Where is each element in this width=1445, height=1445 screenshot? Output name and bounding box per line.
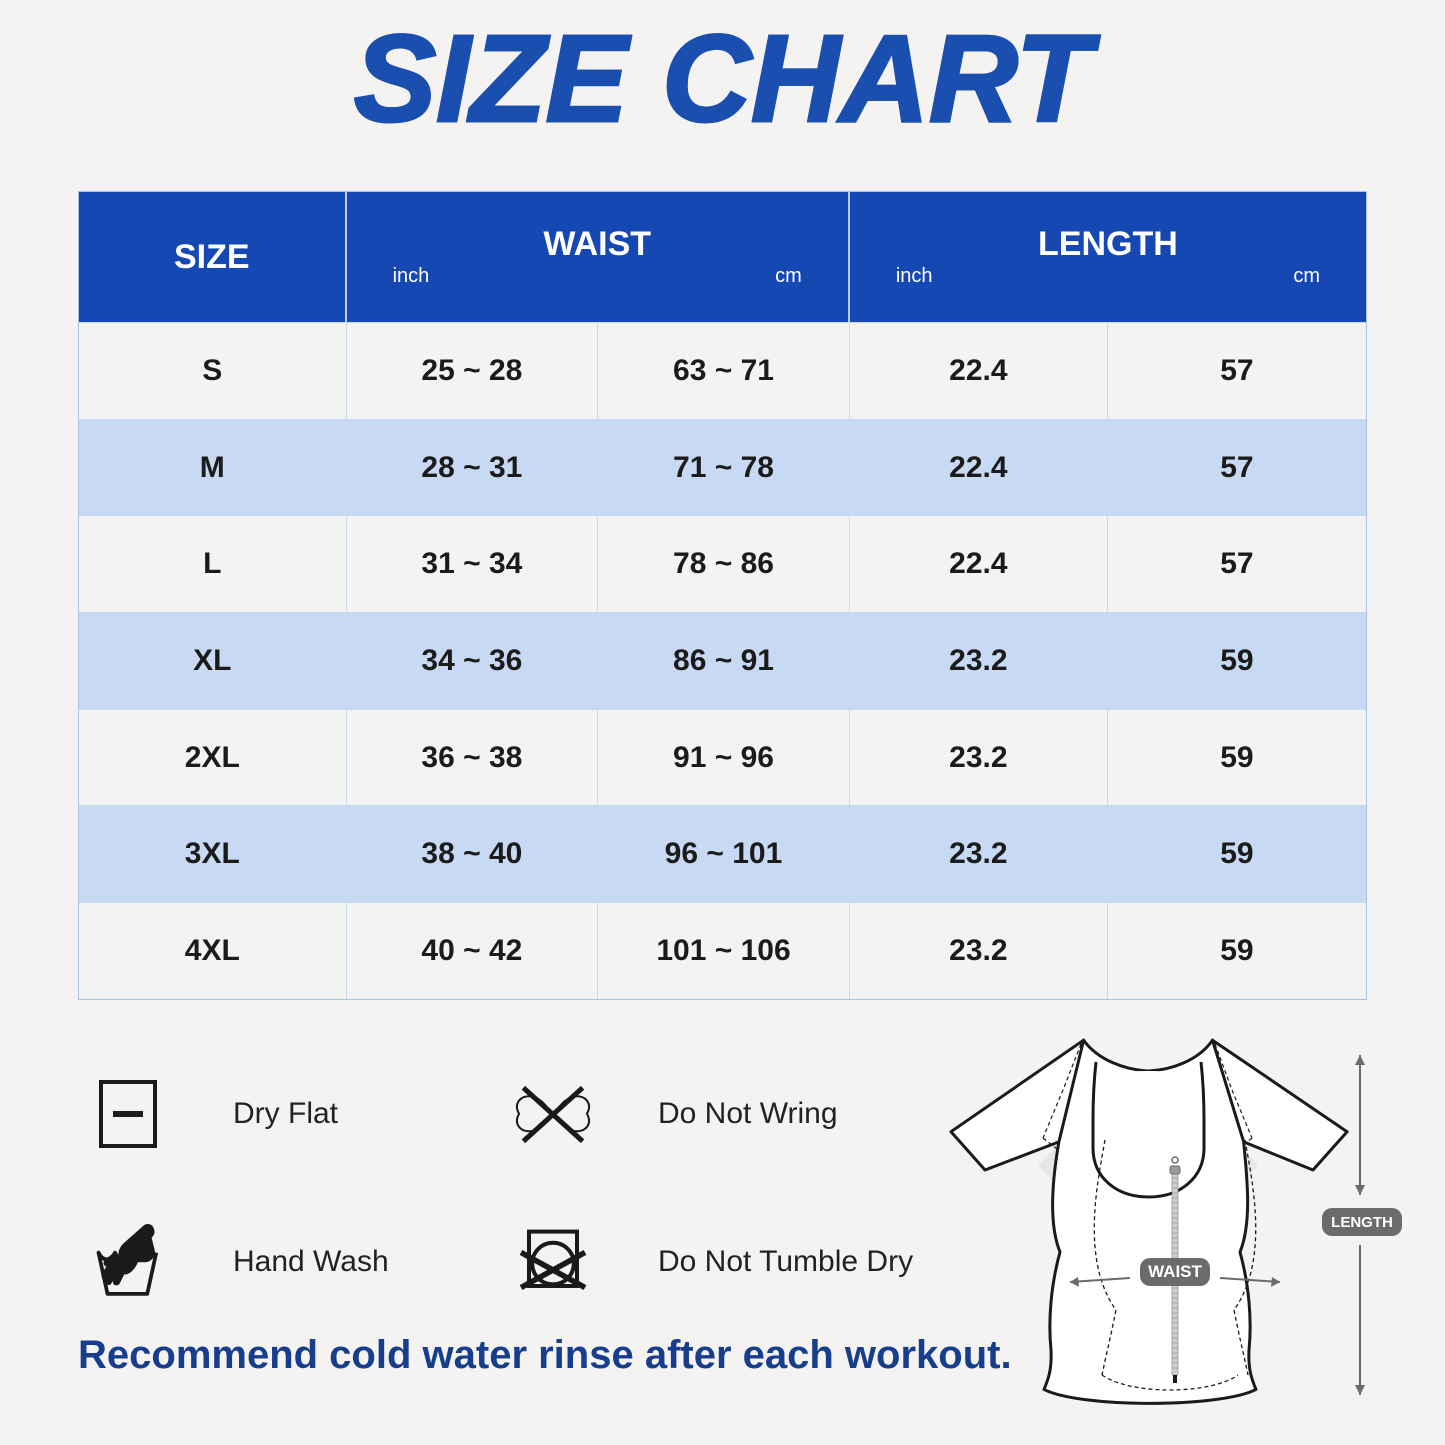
svg-text:WAIST: WAIST [1148,1262,1202,1281]
svg-text:LENGTH: LENGTH [1331,1214,1393,1231]
